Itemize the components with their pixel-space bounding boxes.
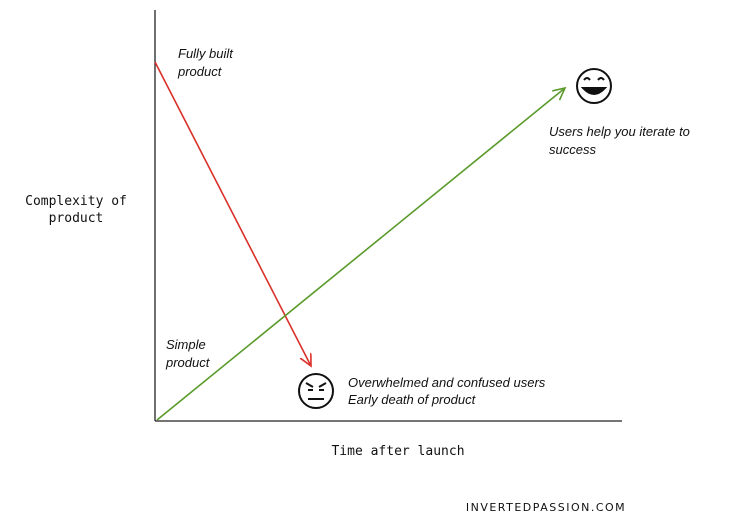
footer: INVERTEDPASSION.COM bbox=[466, 501, 626, 514]
annotation: success bbox=[549, 142, 596, 157]
annotation: Early death of product bbox=[348, 392, 477, 407]
success-arrow bbox=[156, 88, 565, 421]
annotation: Users help you iterate to bbox=[549, 124, 690, 139]
annotation: product bbox=[165, 355, 211, 370]
angry-face bbox=[298, 373, 334, 409]
annotation: Fully built bbox=[178, 46, 234, 61]
annotation: Overwhelmed and confused users bbox=[348, 375, 546, 390]
annotation: Simple bbox=[166, 337, 206, 352]
annotation: product bbox=[177, 64, 223, 79]
x-axis-label: Time after launch bbox=[331, 444, 464, 459]
happy-face bbox=[576, 68, 612, 104]
y-axis-label: product bbox=[49, 211, 104, 226]
y-axis-label: Complexity of bbox=[25, 194, 127, 209]
